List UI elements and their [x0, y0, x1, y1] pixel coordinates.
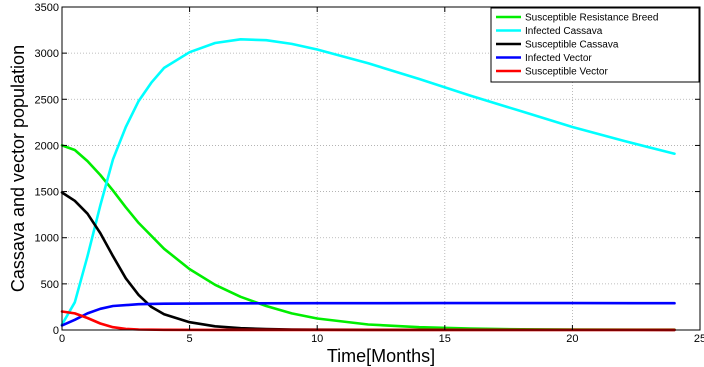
- series-line-susceptible-resistance-breed: [60, 144, 676, 331]
- series-line-susceptible-cassava: [60, 191, 676, 332]
- legend-label-susceptible-vector: Susceptible Vector: [525, 67, 608, 78]
- series-line-infected-vector: [60, 301, 676, 327]
- y-tick-label: 3500: [35, 2, 59, 14]
- legend: Susceptible Resistance Breed Infected Cas…: [490, 7, 700, 83]
- x-tick-label: 5: [187, 333, 193, 345]
- ticks: 0 5 10 15 20 25 0 500 1000 1500 2000 2500 3000 3500: [35, 2, 704, 345]
- y-axis-label: Cassava and vector population: [8, 45, 28, 292]
- legend-box: [490, 7, 700, 83]
- y-tick-label: 2500: [35, 94, 59, 106]
- y-tick-label: 3000: [35, 48, 59, 60]
- series-line-infected-cassava: [60, 38, 676, 326]
- x-tick-label: 25: [694, 333, 704, 345]
- x-axis-label: Time[Months]: [327, 346, 435, 366]
- legend-label-infected-cassava: Infected Cassava: [525, 26, 603, 37]
- series-line-susceptible-vector: [60, 310, 676, 332]
- x-tick-label: 0: [59, 333, 65, 345]
- x-tick-label: 10: [311, 333, 323, 345]
- y-tick-label: 1500: [35, 187, 59, 199]
- y-tick-label: 2000: [35, 140, 59, 152]
- y-tick-label: 1000: [35, 233, 59, 245]
- y-tick-label: 0: [53, 325, 59, 337]
- y-tick-label: 500: [41, 279, 59, 291]
- legend-label-susceptible-resistance-breed: Susceptible Resistance Breed: [525, 13, 658, 24]
- legend-label-susceptible-cassava: Susceptible Cassava: [525, 40, 619, 51]
- x-tick-label: 15: [439, 333, 451, 345]
- plot-frame: [61, 6, 701, 331]
- legend-label-infected-vector: Infected Vector: [525, 53, 592, 64]
- x-tick-label: 20: [566, 333, 578, 345]
- series-lines: [60, 38, 676, 332]
